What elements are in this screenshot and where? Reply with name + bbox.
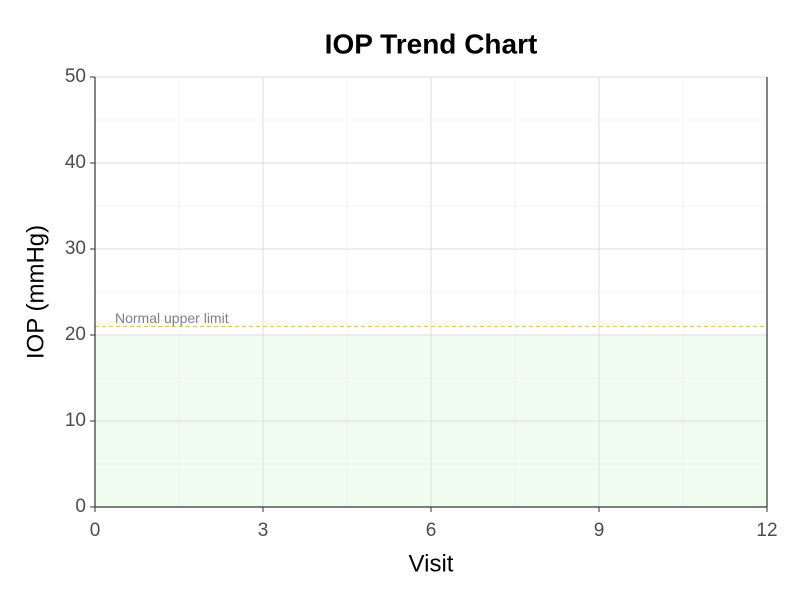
x-tick-label: 9 (594, 520, 605, 541)
x-tick-label: 6 (426, 520, 437, 541)
y-tick-label: 10 (65, 410, 86, 431)
x-axis-label: Visit (409, 550, 454, 577)
y-tick-label: 50 (65, 66, 86, 87)
x-tick-label: 12 (756, 520, 777, 541)
reference-label: Normal upper limit (115, 310, 229, 326)
y-tick-label: 0 (75, 496, 86, 517)
chart-title: IOP Trend Chart (325, 28, 538, 59)
x-tick-label: 0 (90, 520, 101, 541)
y-tick-label: 20 (65, 324, 86, 345)
x-tick-label: 3 (258, 520, 269, 541)
y-tick-label: 30 (65, 238, 86, 259)
y-axis-label: IOP (mmHg) (22, 225, 49, 359)
y-tick-label: 40 (65, 152, 86, 173)
